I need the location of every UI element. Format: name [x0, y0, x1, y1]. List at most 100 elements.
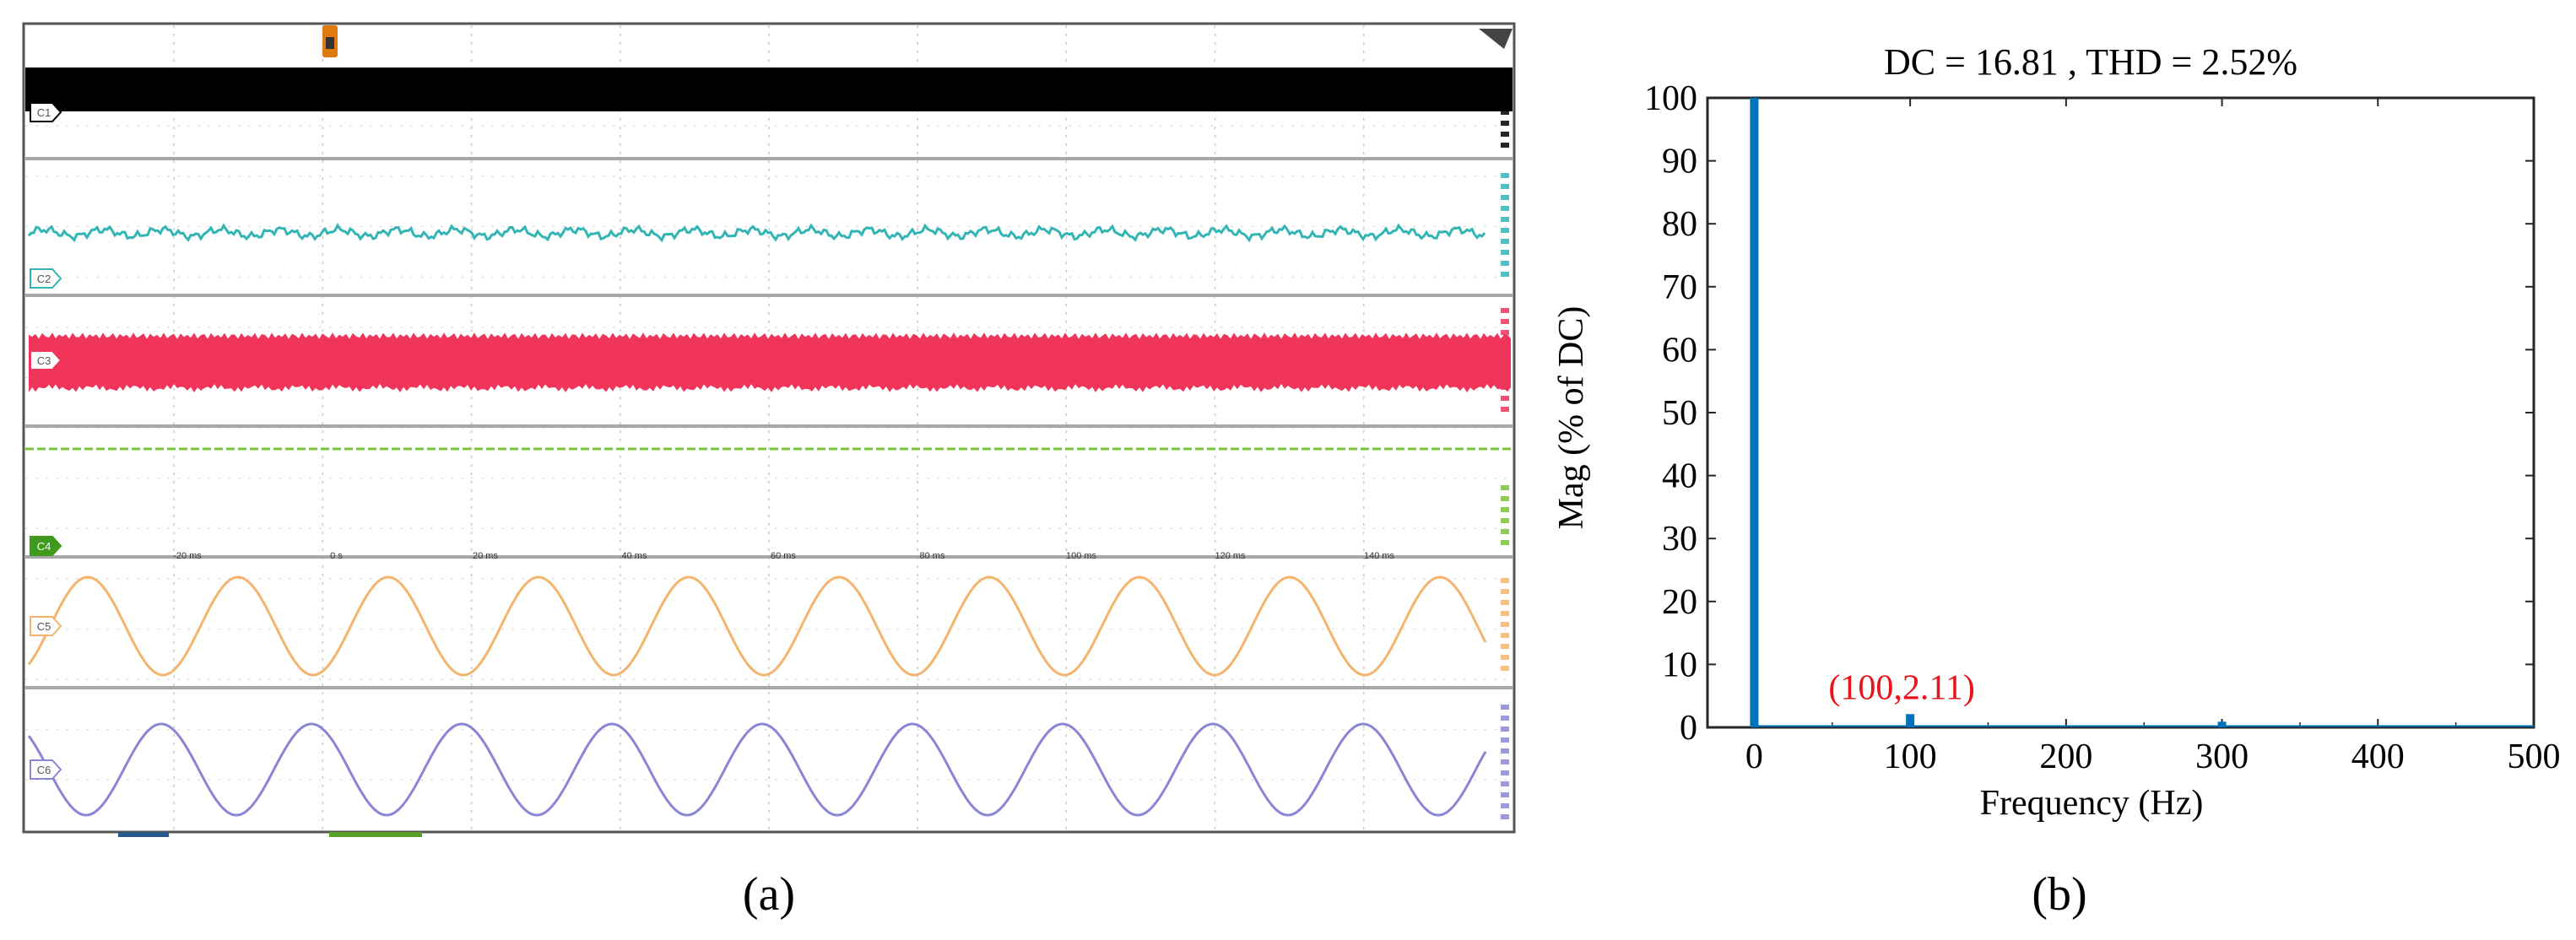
time-tick-label: 120 ms — [1215, 551, 1246, 561]
marker-shape — [30, 616, 62, 636]
scale-glyph — [1501, 330, 1509, 335]
scale-glyph — [1501, 666, 1509, 671]
marker-shape — [30, 350, 62, 370]
scale-glyph — [1501, 705, 1509, 710]
footer-strip-2 — [329, 832, 422, 837]
scale-glyph — [1501, 485, 1509, 490]
y-tick-label: 60 — [1662, 331, 1697, 370]
channel-marker-c2[interactable]: C2 — [30, 268, 62, 289]
time-tick-labels: -20 ms 0 s 20 ms 40 ms 60 ms 80 ms 100 ms 120 m… — [173, 551, 1394, 561]
trigger-marker-core — [326, 37, 334, 49]
time-tick-label: 20 ms — [473, 551, 498, 561]
scale-glyph — [1501, 206, 1509, 211]
annotations: (100,2.11) — [1828, 668, 1974, 707]
trace-c2 — [27, 223, 1486, 243]
scope-corner-icon — [1479, 29, 1513, 49]
x-tick-label: 500 — [2508, 737, 2561, 776]
scale-glyph — [1501, 272, 1509, 277]
trace-c5 — [27, 575, 1487, 677]
time-tick-label: 0 s — [330, 551, 343, 561]
scale-glyph — [1501, 319, 1509, 324]
panel-label-b: (b) — [2032, 868, 2086, 921]
scale-glyph — [1501, 792, 1509, 797]
scale-glyph — [1501, 507, 1509, 512]
marker-shape — [30, 102, 62, 122]
scale-glyph — [1501, 396, 1509, 401]
scale-glyph — [1501, 727, 1509, 732]
scale-glyph — [1501, 770, 1509, 775]
y-tick-label: 50 — [1662, 394, 1697, 433]
scale-glyph — [1501, 644, 1509, 649]
x-tick-label: 200 — [2039, 737, 2092, 776]
scale-glyph — [1501, 250, 1509, 255]
scale-glyph — [1501, 132, 1509, 137]
scale-glyph — [1501, 341, 1509, 346]
x-axis-label: Frequency (Hz) — [1980, 784, 2204, 823]
trace-c3 — [29, 332, 1511, 392]
time-tick-label: -20 ms — [173, 551, 202, 561]
x-tick-label: 100 — [1884, 737, 1937, 776]
y-tick-label: 30 — [1662, 520, 1697, 559]
time-tick-label: 60 ms — [771, 551, 796, 561]
channel-marker-c4[interactable]: C4 — [30, 536, 62, 556]
y-tick-label: 100 — [1644, 79, 1697, 118]
time-tick-label: 100 ms — [1066, 551, 1097, 561]
marker-shape — [30, 268, 62, 289]
scale-glyph — [1501, 308, 1509, 313]
scale-glyph — [1501, 716, 1509, 721]
scale-glyph — [1501, 110, 1509, 115]
marker-shape — [30, 536, 62, 556]
plot-frame — [1706, 96, 2535, 729]
marker-label: C6 — [37, 764, 51, 776]
channel-marker-c1[interactable]: C1 — [30, 102, 62, 122]
scale-glyph — [1501, 363, 1509, 368]
scale-glyph — [1501, 121, 1509, 126]
scale-glyph — [1501, 748, 1509, 754]
y-axis-label: Mag (% of DC) — [1552, 306, 1591, 530]
y-tick-label: 40 — [1662, 457, 1697, 496]
channel-marker-c3[interactable]: C3 — [30, 350, 62, 370]
scale-glyph — [1501, 239, 1509, 244]
y-tick-label: 0 — [1680, 709, 1697, 748]
spectrum-bar — [2217, 721, 2227, 727]
scale-glyph — [1501, 655, 1509, 660]
scale-glyph — [1501, 228, 1509, 233]
scale-glyph — [1501, 589, 1509, 594]
y-tick-label: 20 — [1662, 583, 1697, 622]
fft-panel: DC = 16.81 , THD = 2.52% 0 10 20 30 40 50 60 70… — [1552, 41, 2561, 823]
panel-label-a: (a) — [743, 868, 795, 921]
spectrum-bar — [1906, 714, 1915, 727]
scale-glyph — [1501, 600, 1509, 605]
channel-separators — [25, 157, 1513, 689]
channel-traces — [25, 68, 1513, 817]
marker-label: C1 — [37, 106, 51, 119]
channel-marker-c5[interactable]: C5 — [30, 616, 62, 636]
scale-glyph — [1501, 143, 1509, 148]
scale-glyph — [1501, 352, 1509, 357]
scale-glyph — [1501, 781, 1509, 786]
scale-glyph — [1501, 407, 1509, 412]
scale-glyph — [1501, 496, 1509, 501]
scale-glyph — [1501, 385, 1509, 390]
marker-shape — [30, 759, 62, 780]
spectrum-bars — [1750, 98, 2534, 727]
y-axis-ticks: 0 10 20 30 40 50 60 70 80 90 100 — [1644, 79, 2534, 748]
scale-glyph — [1501, 540, 1509, 545]
marker-label: C4 — [37, 540, 51, 553]
oscilloscope-panel: C1 C2 C3 C4 C5 C6 -20 ms 0 s 20 ms 40 ms 60 ms 80 … — [22, 22, 1516, 837]
scale-glyph — [1501, 173, 1509, 178]
scale-glyph — [1501, 195, 1509, 200]
scale-glyph — [1501, 217, 1509, 222]
x-tick-label: 300 — [2195, 737, 2249, 776]
marker-label: C3 — [37, 354, 51, 367]
time-tick-label: 140 ms — [1364, 551, 1395, 561]
chart-title: DC = 16.81 , THD = 2.52% — [1884, 41, 2297, 83]
x-tick-label: 0 — [1745, 737, 1763, 776]
channel-marker-c6[interactable]: C6 — [30, 759, 62, 780]
scale-glyph — [1501, 611, 1509, 616]
x-tick-label: 400 — [2351, 737, 2405, 776]
scale-glyph — [1501, 184, 1509, 189]
scale-glyph — [1501, 633, 1509, 638]
trace-c1 — [25, 68, 1513, 111]
